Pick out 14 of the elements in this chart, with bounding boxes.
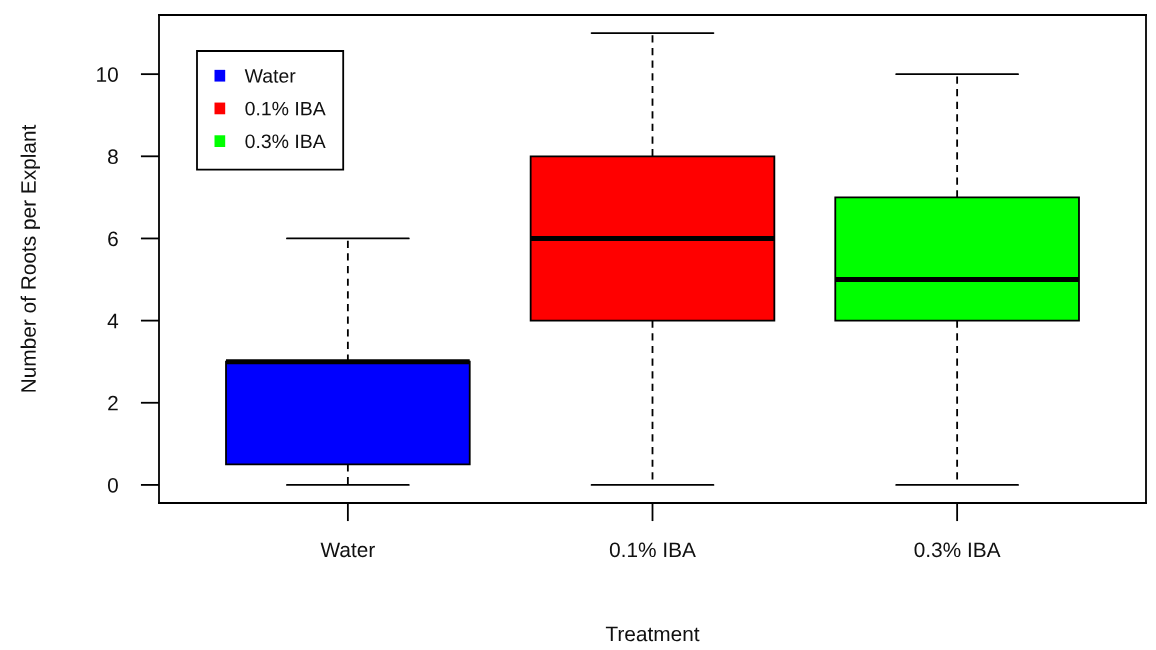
y-tick-label: 0 — [107, 477, 118, 493]
x-tick-label: 0.3% IBA — [914, 542, 1001, 558]
legend-label: 0.3% IBA — [245, 134, 326, 149]
y-tick-label: 8 — [108, 149, 118, 165]
x-tick-label: Water — [320, 542, 375, 558]
y-tick-label: 10 — [97, 67, 118, 82]
y-tick-label: 2 — [108, 395, 118, 411]
y-axis-title: Number of Roots per Explant — [20, 124, 40, 392]
legend-label: Water — [244, 69, 296, 83]
legend-label: 0.1% IBA — [245, 101, 326, 116]
x-axis-title: Treatment — [605, 626, 700, 642]
y-tick-label: 6 — [108, 231, 118, 247]
x-tick-label: 0.1% IBA — [609, 542, 696, 558]
y-tick-label: 4 — [107, 313, 119, 329]
